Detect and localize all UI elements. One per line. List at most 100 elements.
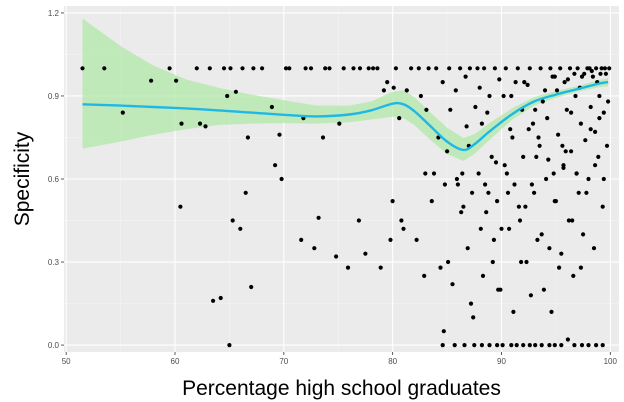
data-point [375, 66, 380, 71]
data-point [591, 246, 597, 251]
data-point [500, 343, 505, 348]
data-point [351, 66, 356, 71]
data-point [493, 160, 499, 165]
data-point [467, 66, 472, 71]
data-point [496, 287, 501, 292]
data-point [345, 265, 351, 270]
data-point [423, 171, 428, 176]
data-point [523, 204, 528, 209]
data-point [399, 218, 404, 223]
data-point [434, 66, 439, 71]
data-point [515, 66, 520, 71]
data-point [459, 210, 464, 215]
data-point [269, 104, 274, 110]
data-point [179, 121, 184, 126]
data-point [303, 66, 308, 71]
data-point [418, 93, 423, 99]
data-point [414, 237, 419, 242]
data-point [556, 132, 561, 137]
data-point [522, 80, 527, 85]
data-point [601, 176, 606, 182]
x-tick-label: 50 [62, 357, 71, 366]
x-tick-label: 70 [279, 357, 288, 366]
data-point [80, 66, 85, 71]
data-point [453, 88, 458, 93]
data-point [558, 66, 563, 71]
y-tick-label: 0.6 [48, 175, 60, 184]
data-point [316, 215, 321, 220]
data-point [174, 78, 179, 83]
y-axis-ticks: 0.0 0.3 0.6 0.9 1.2 [48, 9, 64, 350]
data-point [516, 204, 522, 209]
data-point [569, 149, 574, 154]
data-point [561, 165, 566, 170]
data-point [565, 77, 571, 82]
data-point [391, 85, 396, 90]
data-point [596, 154, 601, 159]
data-point [578, 265, 584, 270]
y-axis-title: Specificity [11, 131, 34, 226]
data-point [535, 237, 540, 242]
data-point [575, 66, 580, 71]
data-point [571, 273, 576, 278]
data-point [323, 66, 328, 71]
data-point [497, 77, 502, 82]
data-point [603, 71, 609, 76]
data-point [524, 259, 529, 265]
x-axis-ticks: 50 60 70 80 90 100 [62, 352, 618, 366]
data-point [299, 237, 304, 242]
data-point [238, 226, 243, 231]
data-point [581, 232, 586, 237]
data-point [489, 154, 494, 159]
data-point [593, 163, 598, 168]
data-point [431, 171, 437, 176]
data-point [482, 66, 487, 71]
data-point [447, 66, 452, 71]
data-point [597, 93, 602, 99]
data-point [475, 66, 480, 71]
data-point [476, 171, 481, 176]
data-point [273, 163, 278, 168]
data-point [579, 74, 585, 79]
data-point [585, 66, 590, 71]
data-point [509, 93, 514, 99]
data-point [279, 176, 284, 182]
data-point [245, 135, 250, 140]
data-point [102, 66, 107, 71]
data-point [554, 88, 560, 93]
data-point [378, 265, 383, 270]
data-point [483, 182, 488, 187]
data-point [548, 66, 553, 71]
data-point [464, 124, 469, 129]
data-point [308, 66, 314, 71]
data-point [517, 218, 523, 223]
data-point [602, 66, 608, 71]
data-point [455, 182, 460, 187]
data-point [233, 89, 238, 94]
data-point [228, 66, 233, 71]
data-point [589, 68, 594, 74]
data-point [599, 66, 604, 71]
data-point [501, 93, 506, 99]
data-point [557, 265, 562, 270]
data-point [598, 71, 603, 76]
data-point [492, 66, 497, 71]
data-point [450, 282, 455, 287]
data-point [572, 71, 577, 76]
data-point [510, 135, 515, 140]
data-point [388, 237, 393, 242]
data-point [381, 88, 386, 93]
data-point [441, 329, 446, 334]
data-point [560, 143, 565, 148]
data-point [393, 66, 398, 71]
data-point [525, 82, 530, 87]
x-tick-label: 60 [171, 357, 180, 366]
data-point [277, 132, 282, 137]
data-point [287, 66, 292, 71]
data-point [606, 99, 611, 104]
data-point [569, 110, 574, 115]
data-point [597, 116, 602, 121]
data-point [251, 66, 256, 71]
data-point [473, 104, 478, 110]
data-point [445, 149, 450, 154]
